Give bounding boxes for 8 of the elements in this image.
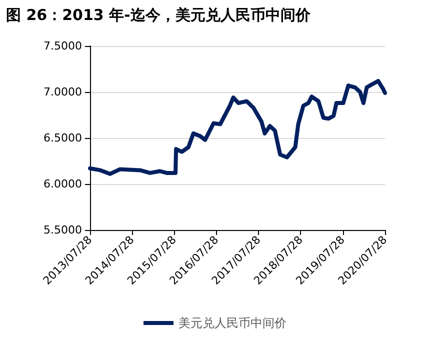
y-tick-label: 7.5000 — [44, 40, 82, 52]
y-tick-label: 6.0000 — [44, 178, 82, 190]
line-series — [88, 78, 387, 176]
chart-title: 图 26：2013 年-迄今，美元兑人民币中间价 — [5, 5, 312, 26]
legend-label: 美元兑人民币中间价 — [178, 316, 286, 330]
y-tick-label: 6.5000 — [44, 132, 82, 144]
y-tick-label: 7.0000 — [44, 86, 82, 98]
y-tick-label: 5.5000 — [44, 224, 82, 236]
